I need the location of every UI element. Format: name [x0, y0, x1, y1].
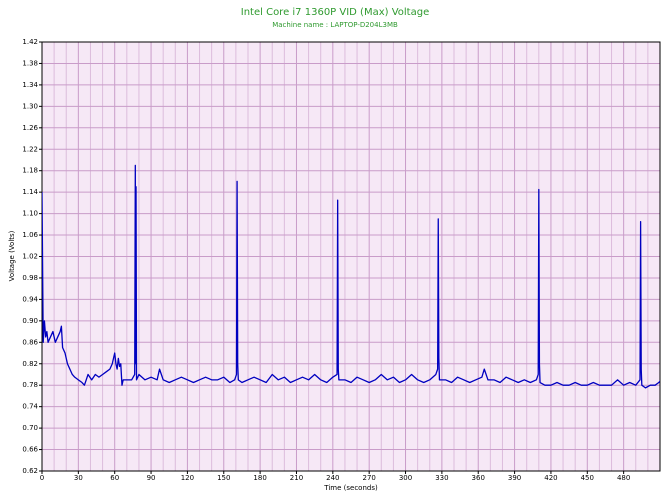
y-tick-label: 1.22	[22, 145, 38, 153]
x-tick-label: 360	[472, 474, 485, 482]
x-tick-label: 90	[147, 474, 156, 482]
y-tick-label: 1.02	[22, 253, 38, 261]
y-tick-label: 0.70	[22, 424, 38, 432]
x-tick-label: 300	[399, 474, 412, 482]
x-tick-label: 240	[326, 474, 339, 482]
y-tick-label: 0.86	[22, 338, 38, 346]
chart-title: Intel Core i7 1360P VID (Max) Voltage	[241, 7, 429, 18]
x-tick-label: 30	[74, 474, 83, 482]
voltage-line	[42, 164, 660, 389]
y-tick-label: 1.14	[22, 188, 38, 196]
y-tick-label: 1.26	[22, 124, 38, 132]
y-tick-label: 1.18	[22, 167, 38, 175]
y-tick-label: 1.06	[22, 231, 38, 239]
x-tick-label: 0	[40, 474, 44, 482]
y-tick-label: 0.90	[22, 317, 38, 325]
x-tick-label: 390	[508, 474, 521, 482]
x-tick-label: 480	[617, 474, 630, 482]
y-axis-label: Voltage (Volts)	[8, 230, 16, 281]
x-tick-label: 180	[253, 474, 266, 482]
x-tick-label: 210	[290, 474, 303, 482]
y-tick-label: 0.74	[22, 403, 38, 411]
y-tick-label: 0.66	[22, 446, 38, 454]
x-tick-label: 450	[581, 474, 594, 482]
y-tick-label: 0.82	[22, 360, 38, 368]
y-tick-label: 1.34	[22, 81, 38, 89]
y-tick-label: 1.10	[22, 210, 38, 218]
y-tick-label: 1.30	[22, 102, 38, 110]
x-tick-label: 420	[544, 474, 557, 482]
x-tick-label: 120	[181, 474, 194, 482]
chart-subtitle: Machine name : LAPTOP-D204L3MB	[272, 21, 398, 29]
y-tick-label: 1.38	[22, 59, 38, 67]
x-axis-label: Time (seconds)	[323, 484, 378, 492]
x-tick-label: 330	[435, 474, 448, 482]
x-tick-label: 60	[110, 474, 119, 482]
y-tick-label: 1.42	[22, 38, 38, 46]
y-tick-label: 0.98	[22, 274, 38, 282]
y-tick-label: 0.94	[22, 295, 38, 303]
y-tick-label: 0.78	[22, 381, 38, 389]
y-tick-label: 0.62	[22, 467, 38, 475]
x-tick-label: 270	[362, 474, 375, 482]
x-tick-label: 150	[217, 474, 230, 482]
